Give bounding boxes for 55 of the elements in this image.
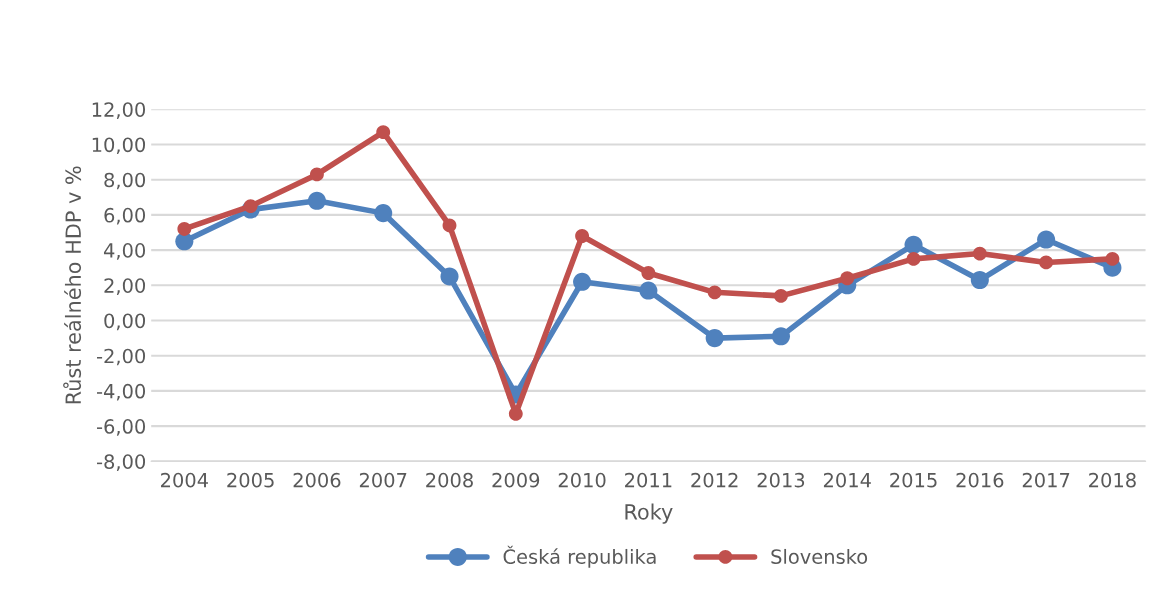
point (573, 272, 592, 291)
x-tick-label: 2015 (890, 472, 937, 488)
x-tick-label: 2018 (1089, 472, 1136, 488)
x-tick-label: 2012 (691, 472, 738, 488)
x-tick-label: 2014 (823, 472, 871, 488)
point (1039, 255, 1054, 270)
y-tick-label: 10,00 (92, 137, 146, 155)
point (639, 281, 658, 300)
point (442, 218, 457, 233)
y-tick-label: 6,00 (104, 207, 146, 225)
x-tick-label: 2010 (558, 472, 606, 488)
x-tick-label: 2017 (1022, 472, 1070, 488)
x-axis-title: Roky (625, 503, 673, 524)
point (440, 267, 459, 286)
y-tick-label: 0,00 (104, 313, 146, 331)
legend-label: Slovensko (771, 548, 868, 564)
y-tick-label: 8,00 (104, 172, 146, 190)
point (904, 235, 923, 254)
y-axis-title: Růst reálného HDP v % (63, 166, 82, 404)
y-tick-label: 12,00 (92, 102, 146, 119)
point (771, 327, 790, 346)
point (575, 229, 590, 243)
point (243, 199, 258, 214)
point (774, 288, 788, 303)
y-tick-label: -2,00 (96, 348, 146, 366)
point (177, 222, 192, 236)
point (1105, 251, 1120, 266)
x-tick-label: 2005 (227, 472, 274, 488)
point (374, 204, 393, 223)
point (376, 125, 391, 140)
point (840, 271, 855, 286)
point (707, 285, 722, 300)
x-tick-label: 2006 (293, 472, 341, 488)
x-tick-label: 2016 (956, 472, 1004, 488)
x-tick-label: 2008 (426, 472, 473, 488)
point (1037, 230, 1056, 249)
x-tick-label: 2013 (757, 472, 805, 488)
x-tick-label: 2004 (161, 472, 208, 488)
point (307, 191, 326, 210)
point (309, 167, 324, 182)
y-tick-label: -6,00 (96, 419, 146, 436)
point (970, 270, 989, 290)
point (972, 246, 987, 261)
x-tick-label: 2007 (359, 472, 407, 488)
x-tick-label: 2009 (492, 472, 540, 488)
legend-label: Česká republika (503, 545, 656, 568)
point (641, 266, 656, 280)
point (508, 406, 523, 421)
point (705, 329, 724, 348)
point (906, 251, 921, 266)
y-tick-label: 4,00 (103, 243, 146, 260)
y-tick-label: -4,00 (96, 383, 146, 401)
x-tick-label: 2011 (625, 472, 672, 488)
y-tick-label: 2,00 (104, 278, 146, 295)
y-tick-label: -8,00 (96, 454, 146, 471)
